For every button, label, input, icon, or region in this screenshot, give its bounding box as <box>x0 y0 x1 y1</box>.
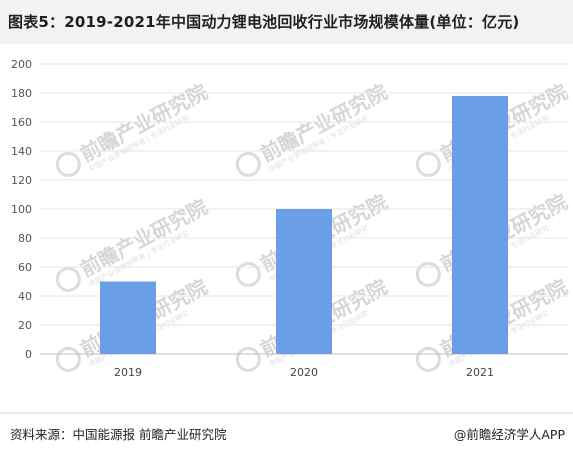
watermark-logo-icon <box>415 151 441 177</box>
x-tick-label: 2020 <box>290 366 318 379</box>
y-tick-label: 140 <box>11 145 32 158</box>
y-tick-label: 180 <box>11 87 32 100</box>
y-tick-label: 0 <box>25 348 32 361</box>
watermark-logo-icon <box>415 346 441 372</box>
y-tick-label: 80 <box>18 232 32 245</box>
brand-text: @前瞻经济学人APP <box>453 427 565 442</box>
bar <box>452 95 508 355</box>
label-layer: 0 20 40 60 80 100 120 140 160 180 200 2019 2020 2021 <box>11 58 494 379</box>
x-tick-label: 2021 <box>466 366 494 379</box>
y-tick-label: 100 <box>11 203 32 216</box>
y-tick-label: 200 <box>11 58 32 71</box>
chart-title: 图表5：2019-2021年中国动力锂电池回收行业市场规模体量(单位：亿元) <box>8 13 520 31</box>
watermark-logo-icon <box>235 261 261 287</box>
source-text: 资料来源：中国能源报 前瞻产业研究院 <box>10 427 227 442</box>
bar <box>100 281 156 354</box>
y-tick-label: 20 <box>18 319 32 332</box>
watermark-logo-icon <box>55 151 81 177</box>
bar-layer <box>100 95 508 355</box>
watermark-logo-icon <box>55 266 81 292</box>
footer: 资料来源：中国能源报 前瞻产业研究院 @前瞻经济学人APP <box>0 412 573 452</box>
brand-label: @前瞻经济学人APP <box>454 424 565 443</box>
y-tick-label: 40 <box>18 290 32 303</box>
y-tick-label: 160 <box>11 116 32 129</box>
y-tick-label: 60 <box>18 261 32 274</box>
watermark-logo-icon <box>235 346 261 372</box>
watermark-logo-icon <box>235 151 261 177</box>
title-bar: 图表5：2019-2021年中国动力锂电池回收行业市场规模体量(单位：亿元) <box>0 0 573 44</box>
y-tick-label: 120 <box>11 174 32 187</box>
watermark-logo-icon <box>55 346 81 372</box>
x-tick-label: 2019 <box>114 366 142 379</box>
watermark-logo-icon <box>415 261 441 287</box>
bar <box>276 209 332 354</box>
